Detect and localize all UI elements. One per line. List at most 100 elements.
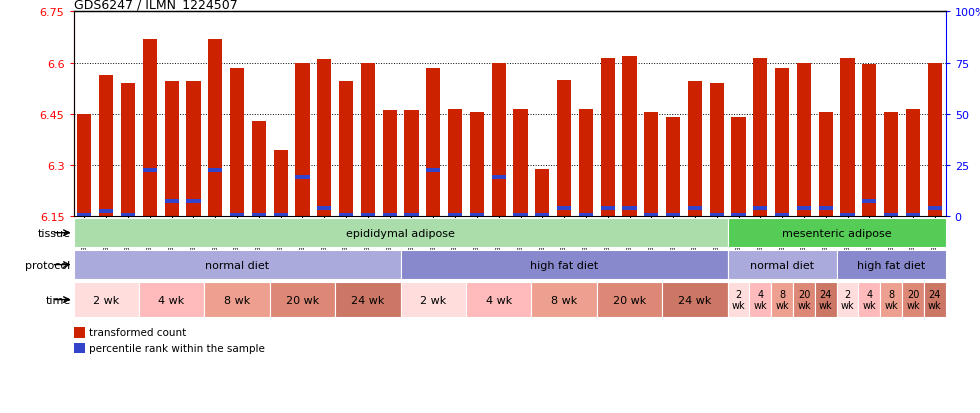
Text: 2
wk: 2 wk xyxy=(841,289,855,311)
Bar xyxy=(361,64,375,217)
Text: 8
wk: 8 wk xyxy=(884,289,898,311)
Bar xyxy=(514,213,527,217)
Bar xyxy=(99,76,114,217)
Bar xyxy=(405,111,418,217)
Text: transformed count: transformed count xyxy=(89,328,186,337)
Bar xyxy=(818,206,833,210)
Text: GDS6247 / ILMN_1224507: GDS6247 / ILMN_1224507 xyxy=(74,0,237,11)
Bar xyxy=(750,283,771,317)
Bar xyxy=(841,58,855,217)
Bar xyxy=(797,206,811,210)
Bar xyxy=(858,283,880,317)
Bar xyxy=(339,213,353,217)
Bar xyxy=(382,111,397,217)
Text: 4 wk: 4 wk xyxy=(159,295,185,305)
Bar xyxy=(535,213,550,217)
Text: 4
wk: 4 wk xyxy=(862,289,876,311)
Bar xyxy=(862,199,876,204)
Bar xyxy=(448,213,463,217)
Bar xyxy=(318,60,331,217)
Bar xyxy=(121,84,135,217)
Bar xyxy=(143,40,157,217)
Bar xyxy=(727,251,837,279)
Bar xyxy=(339,82,353,217)
Bar xyxy=(121,213,135,217)
Bar xyxy=(731,118,746,217)
Text: 4
wk: 4 wk xyxy=(754,289,767,311)
Text: high fat diet: high fat diet xyxy=(530,260,598,270)
Text: protocol: protocol xyxy=(25,260,71,270)
Bar xyxy=(448,109,463,217)
Bar xyxy=(99,210,114,214)
Bar xyxy=(754,206,767,210)
Bar xyxy=(405,213,418,217)
Bar xyxy=(205,283,270,317)
Bar xyxy=(815,283,837,317)
Text: 20 wk: 20 wk xyxy=(286,295,319,305)
Bar xyxy=(139,283,205,317)
Bar xyxy=(401,283,466,317)
Bar xyxy=(557,206,571,210)
Text: 20
wk: 20 wk xyxy=(797,289,810,311)
Bar xyxy=(295,176,310,180)
Bar xyxy=(793,283,815,317)
Text: 8 wk: 8 wk xyxy=(223,295,250,305)
Bar xyxy=(77,115,91,217)
Text: normal diet: normal diet xyxy=(205,260,270,270)
Bar xyxy=(270,283,335,317)
Bar xyxy=(318,206,331,210)
Bar xyxy=(601,58,614,217)
Bar xyxy=(165,199,178,204)
Bar xyxy=(710,213,724,217)
Bar xyxy=(426,69,440,217)
Bar xyxy=(165,82,178,217)
Bar xyxy=(74,251,401,279)
Bar xyxy=(928,206,942,210)
Bar xyxy=(186,199,201,204)
Bar xyxy=(361,213,375,217)
Bar xyxy=(252,213,266,217)
Text: mesenteric adipose: mesenteric adipose xyxy=(782,228,892,238)
Bar xyxy=(837,283,858,317)
Text: high fat diet: high fat diet xyxy=(858,260,925,270)
Bar xyxy=(74,283,139,317)
Text: tissue: tissue xyxy=(37,228,71,238)
Bar xyxy=(77,213,91,217)
Text: 2 wk: 2 wk xyxy=(420,295,447,305)
Bar xyxy=(906,213,920,217)
Text: 24 wk: 24 wk xyxy=(678,295,711,305)
Bar xyxy=(208,169,222,173)
Bar xyxy=(557,81,571,217)
Text: 8 wk: 8 wk xyxy=(551,295,577,305)
Bar xyxy=(880,283,902,317)
Text: 24
wk: 24 wk xyxy=(928,289,942,311)
Bar xyxy=(208,40,222,217)
Bar xyxy=(622,206,637,210)
Bar xyxy=(666,118,680,217)
Bar xyxy=(579,109,593,217)
Bar xyxy=(401,251,727,279)
Bar xyxy=(74,219,727,247)
Bar xyxy=(731,213,746,217)
Bar xyxy=(426,169,440,173)
Bar xyxy=(818,113,833,217)
Text: 2 wk: 2 wk xyxy=(93,295,120,305)
Bar xyxy=(469,213,484,217)
Bar xyxy=(775,213,789,217)
Bar xyxy=(727,283,750,317)
Bar xyxy=(230,69,244,217)
Bar xyxy=(924,283,946,317)
Bar xyxy=(143,169,157,173)
Bar xyxy=(771,283,793,317)
Bar xyxy=(862,65,876,217)
Bar xyxy=(666,213,680,217)
Text: 8
wk: 8 wk xyxy=(775,289,789,311)
Text: time: time xyxy=(45,295,71,305)
Text: 4 wk: 4 wk xyxy=(485,295,512,305)
Bar xyxy=(514,109,527,217)
Bar xyxy=(273,213,288,217)
Bar xyxy=(273,150,288,217)
Bar xyxy=(186,82,201,217)
Bar xyxy=(884,213,899,217)
Bar xyxy=(841,213,855,217)
